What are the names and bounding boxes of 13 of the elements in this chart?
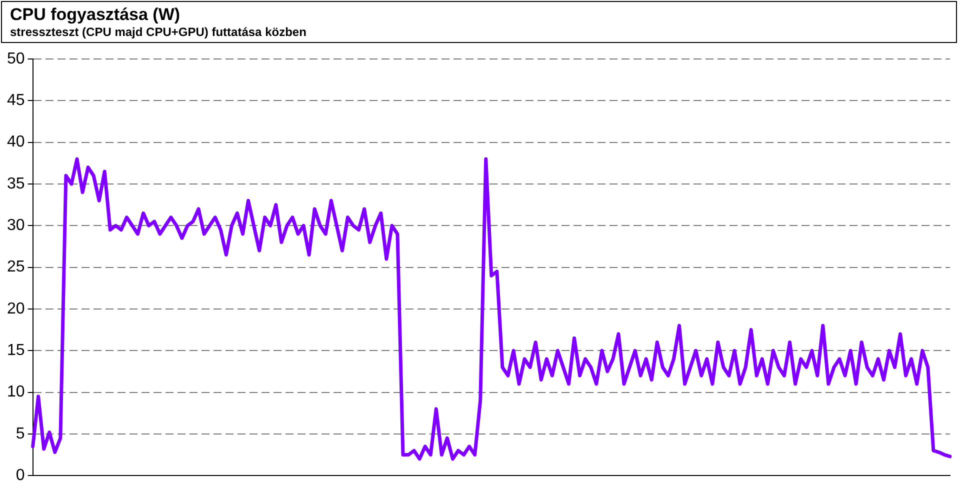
y-tick-label: 30: [7, 217, 25, 234]
y-tick-label: 15: [7, 342, 25, 360]
y-tick-label: 25: [7, 258, 25, 276]
y-tick-label: 45: [7, 92, 25, 110]
y-tick-label: 5: [16, 425, 25, 442]
y-tick-label: 50: [7, 50, 25, 68]
y-tick-label: 10: [7, 384, 25, 401]
chart-subtitle: stresszteszt (CPU majd CPU+GPU) futtatása közben: [10, 25, 308, 40]
y-tick-label: 0: [16, 467, 25, 484]
y-tick-label: 35: [7, 175, 25, 192]
y-tick-label: 40: [7, 134, 25, 151]
chart-title: CPU fogyasztása (W): [10, 4, 182, 25]
y-tick-label: 20: [7, 300, 25, 318]
